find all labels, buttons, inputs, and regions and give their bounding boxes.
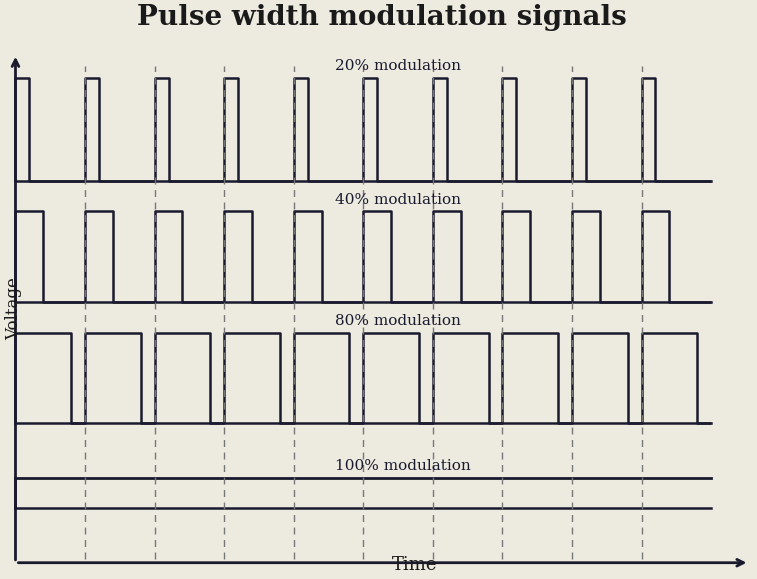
Text: Voltage: Voltage — [5, 277, 22, 340]
Text: 80% modulation: 80% modulation — [335, 314, 461, 328]
Text: Time: Time — [391, 556, 438, 574]
Text: 20% modulation: 20% modulation — [335, 59, 462, 74]
Text: 100% modulation: 100% modulation — [335, 459, 471, 473]
Text: 40% modulation: 40% modulation — [335, 193, 462, 207]
Title: Pulse width modulation signals: Pulse width modulation signals — [136, 4, 626, 31]
